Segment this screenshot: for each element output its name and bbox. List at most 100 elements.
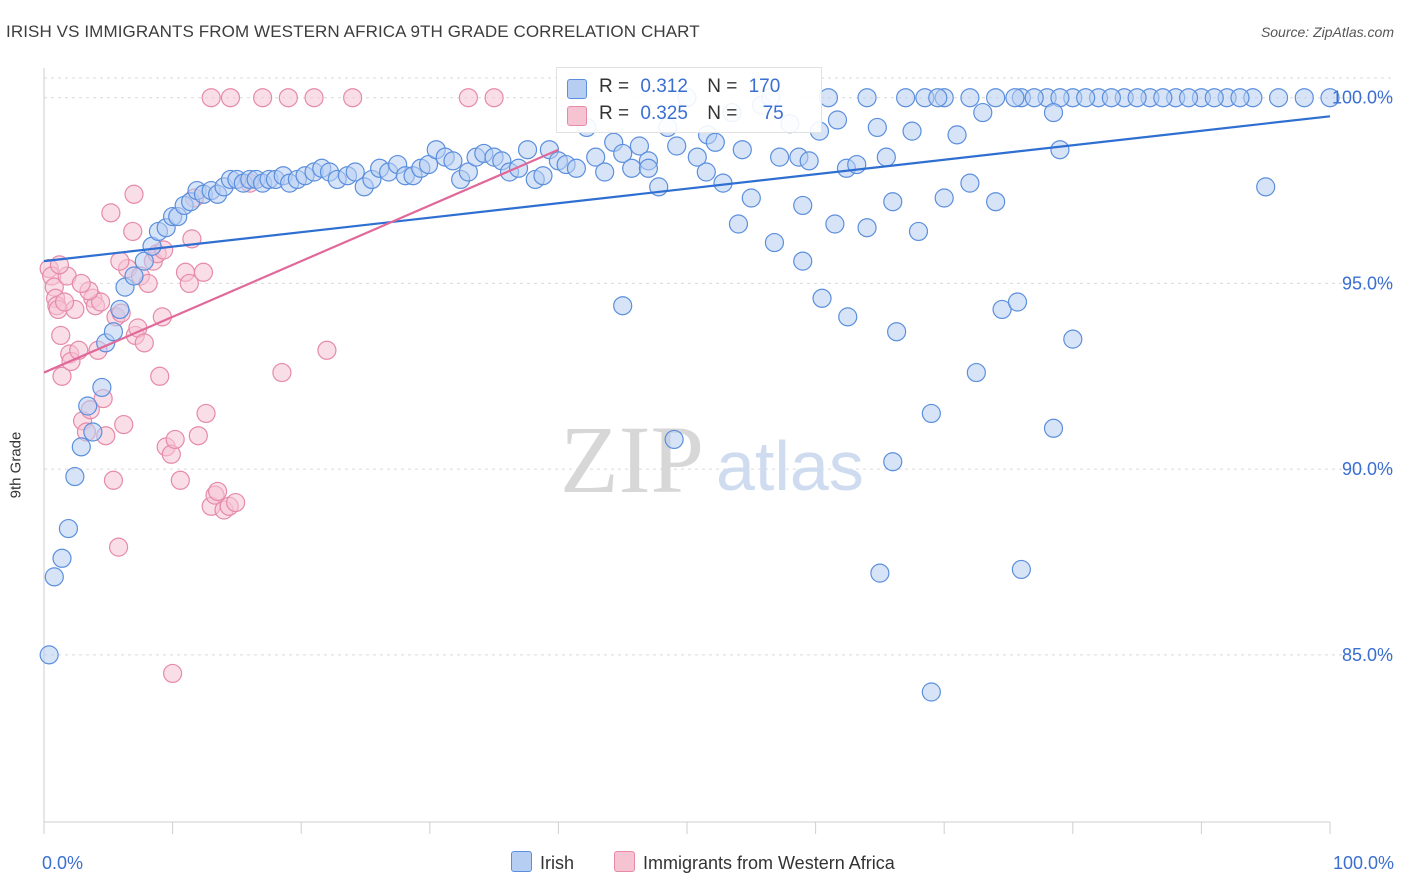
irish-point [508, 158, 529, 178]
trend-lines [43, 115, 1331, 374]
irish-point [1256, 177, 1276, 197]
africa-point [51, 325, 71, 346]
irish-point [705, 132, 725, 152]
africa-point [170, 470, 190, 490]
irish-point [928, 88, 948, 108]
irish-point [887, 322, 907, 342]
irish-point [741, 188, 761, 208]
irish-point [764, 232, 785, 253]
r-label: R = [599, 103, 630, 124]
axes [43, 68, 1331, 834]
irish-point [1043, 418, 1064, 438]
r-label: R = [599, 76, 630, 97]
irish-point [1230, 88, 1250, 108]
irish-point [1024, 88, 1044, 108]
legend-item-irish: Irish [511, 851, 574, 874]
irish-point [586, 147, 606, 167]
africa-point [317, 340, 337, 360]
irish-point [664, 429, 684, 450]
irish-point [622, 158, 642, 178]
irish-swatch [567, 79, 587, 99]
africa-point [188, 426, 208, 446]
watermark-atlas: atlas [716, 427, 864, 505]
irish-point [732, 140, 752, 160]
watermark-zip: ZIP [560, 406, 704, 513]
legend-irish-swatch [511, 851, 532, 872]
africa-point [201, 88, 221, 108]
irish-point [687, 147, 707, 167]
x-tick-label-min: 0.0% [42, 853, 83, 873]
africa-point [110, 251, 130, 271]
irish-point [867, 117, 887, 138]
africa-point [150, 366, 170, 386]
irish-point [124, 266, 144, 286]
irish-point [44, 567, 64, 587]
irish-point [769, 147, 790, 167]
stats-row-africa: R = 0.325 N = 75 [567, 103, 784, 126]
africa-point [114, 414, 134, 435]
africa-point [52, 366, 72, 386]
africa-point [163, 663, 183, 684]
irish-point [667, 136, 687, 156]
n-label: N = [707, 76, 738, 97]
irish-point [986, 88, 1006, 108]
irish-point [973, 102, 993, 123]
africa-point [253, 88, 273, 108]
africa-r-value: 0.325 [640, 103, 688, 124]
irish-point [613, 296, 633, 316]
africa-point [101, 203, 121, 223]
africa-point [134, 333, 154, 353]
africa-point [193, 262, 214, 282]
irish-point [1050, 140, 1070, 160]
irish-point [1320, 88, 1340, 108]
irish-point [443, 151, 463, 171]
legend-africa-label: Immigrants from Western Africa [643, 853, 895, 873]
irish-trend-line [43, 115, 1331, 263]
irish-point [613, 143, 633, 164]
africa-point [90, 292, 111, 312]
irish-point [908, 221, 929, 242]
irish-point [799, 151, 819, 171]
irish-point [1076, 88, 1096, 108]
irish-point [1011, 559, 1031, 580]
irish-point [876, 147, 896, 167]
africa-point [124, 184, 144, 204]
irish-point [1063, 329, 1083, 349]
irish-point [58, 518, 79, 539]
irish-point [517, 140, 538, 160]
irish-point [986, 192, 1006, 212]
irish-point [39, 645, 59, 665]
irish-point [134, 251, 154, 271]
irish-point [921, 682, 941, 702]
irish-point [857, 88, 877, 108]
africa-point [179, 273, 199, 294]
irish-point [1178, 88, 1199, 108]
africa-point [304, 88, 324, 108]
irish-r-value: 0.312 [640, 76, 688, 97]
irish-point [71, 437, 91, 457]
africa-point [484, 88, 504, 108]
chart-title: IRISH VS IMMIGRANTS FROM WESTERN AFRICA … [6, 22, 700, 41]
irish-point [827, 110, 848, 130]
irish-point [696, 162, 716, 182]
irish-point [966, 362, 986, 383]
africa-n-value: 75 [762, 103, 784, 124]
africa-trend-line [43, 148, 559, 374]
irish-point [1101, 88, 1121, 108]
x-tick-label-max: 100.0% [1333, 853, 1394, 873]
irish-point [418, 154, 439, 175]
irish-point [92, 377, 112, 398]
irish-point [83, 422, 103, 442]
legend-item-africa: Immigrants from Western Africa [614, 851, 895, 874]
irish-point [870, 563, 890, 583]
irish-point [1294, 88, 1314, 108]
irish-point [825, 214, 845, 234]
y-tick-labels: 85.0% 90.0% 95.0% 100.0% [1332, 88, 1393, 665]
irish-point [458, 162, 478, 182]
irish-point [1043, 102, 1064, 123]
y-tick-label: 85.0% [1342, 645, 1393, 665]
n-label: N = [707, 103, 738, 124]
africa-point [458, 88, 478, 108]
africa-point [208, 481, 228, 502]
irish-point [638, 158, 659, 178]
